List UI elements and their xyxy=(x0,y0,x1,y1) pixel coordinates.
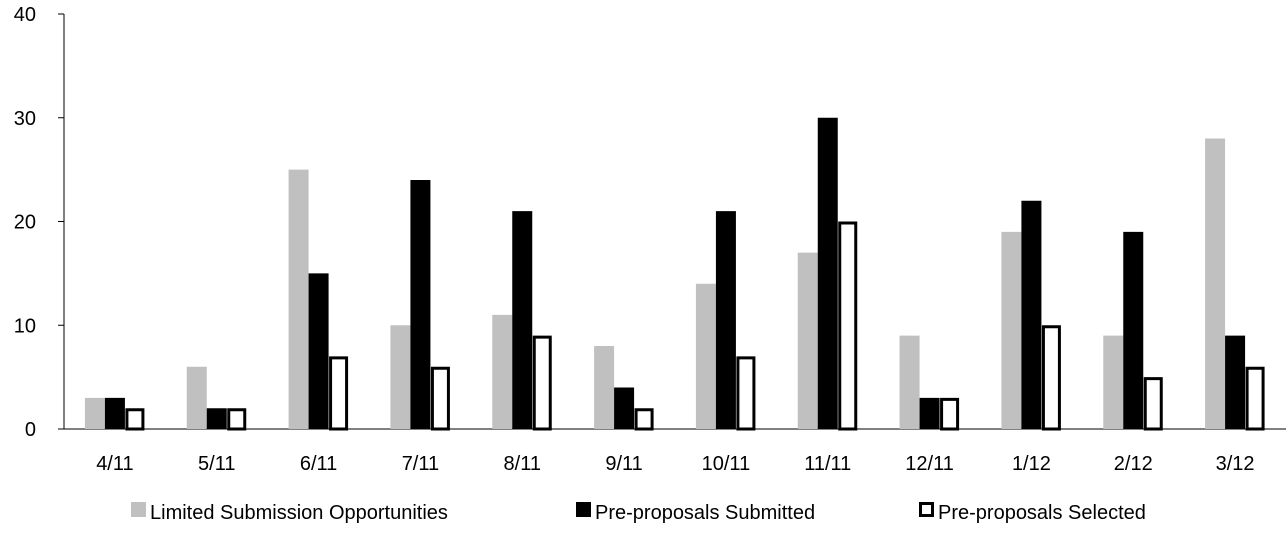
bar-pre-proposals-submitted-6-11 xyxy=(308,273,329,429)
bar-limited-submission-opportunities-12-11 xyxy=(899,335,920,429)
bar-pre-proposals-selected-6-11 xyxy=(329,356,349,431)
bar-pre-proposals-submitted-7-11 xyxy=(410,180,431,429)
x-tick-label: 2/12 xyxy=(1114,453,1153,475)
bar-limited-submission-opportunities-2-12 xyxy=(1103,335,1124,429)
bar-pre-proposals-selected-11-11 xyxy=(838,221,858,431)
x-tick-label: 3/12 xyxy=(1216,453,1255,475)
y-tick-label: 30 xyxy=(14,108,36,130)
bar-pre-proposals-selected-2-12 xyxy=(1143,377,1163,431)
bar-pre-proposals-submitted-4-11 xyxy=(104,397,125,429)
y-tick-label: 10 xyxy=(14,315,36,337)
bar-pre-proposals-selected-4-11 xyxy=(125,408,145,431)
y-tick-label: 40 xyxy=(14,4,36,26)
bars xyxy=(84,117,1265,431)
bar-limited-submission-opportunities-11-11 xyxy=(797,252,818,429)
x-tick-label: 4/11 xyxy=(96,453,133,475)
x-tick-label: 9/11 xyxy=(605,453,642,475)
legend-label-pre-proposals-selected: Pre-proposals Selected xyxy=(938,502,1146,524)
bar-pre-proposals-selected-7-11 xyxy=(430,366,450,431)
bar-pre-proposals-submitted-3-12 xyxy=(1225,335,1246,429)
tick-labels: 0 10 20 30 40 4/11 5/11 6/11 7/11 8/11 9/11 10/11 11… xyxy=(14,4,1255,475)
x-tick-label: 6/11 xyxy=(300,453,337,475)
bar-limited-submission-opportunities-9-11 xyxy=(594,346,615,429)
bar-pre-proposals-selected-5-11 xyxy=(227,408,247,431)
bar-limited-submission-opportunities-7-11 xyxy=(390,325,411,429)
bar-limited-submission-opportunities-10-11 xyxy=(695,283,716,429)
bar-limited-submission-opportunities-3-12 xyxy=(1205,138,1226,429)
bar-pre-proposals-submitted-12-11 xyxy=(919,397,940,429)
bar-pre-proposals-selected-8-11 xyxy=(532,335,552,431)
bar-limited-submission-opportunities-1-12 xyxy=(1001,231,1022,429)
x-tick-label: 5/11 xyxy=(198,453,235,475)
x-tick-label: 10/11 xyxy=(702,453,751,475)
bar-pre-proposals-selected-10-11 xyxy=(736,356,756,431)
legend-swatch-limited-submission-opportunities xyxy=(131,502,146,517)
bar-pre-proposals-submitted-8-11 xyxy=(512,211,533,429)
legend-swatch-pre-proposals-selected xyxy=(919,502,934,517)
bar-pre-proposals-selected-9-11 xyxy=(634,408,654,431)
x-tick-label: 12/11 xyxy=(905,453,954,475)
bar-pre-proposals-submitted-2-12 xyxy=(1123,231,1144,429)
bar-limited-submission-opportunities-4-11 xyxy=(84,397,105,429)
legend: Limited Submission Opportunities Pre-prop… xyxy=(131,502,1146,524)
bar-pre-proposals-submitted-5-11 xyxy=(206,408,227,429)
x-tick-label: 7/11 xyxy=(402,453,439,475)
bar-limited-submission-opportunities-5-11 xyxy=(186,366,207,429)
x-tick-label: 11/11 xyxy=(804,453,851,475)
bar-pre-proposals-submitted-10-11 xyxy=(715,211,736,429)
bar-pre-proposals-selected-1-12 xyxy=(1041,325,1061,431)
bar-pre-proposals-submitted-11-11 xyxy=(817,117,838,429)
legend-swatch-pre-proposals-submitted xyxy=(576,502,591,517)
bar-pre-proposals-selected-3-12 xyxy=(1245,366,1265,431)
legend-label-limited-submission-opportunities: Limited Submission Opportunities xyxy=(150,502,448,524)
bar-limited-submission-opportunities-6-11 xyxy=(288,169,309,429)
y-tick-label: 0 xyxy=(25,419,36,441)
y-tick-label: 20 xyxy=(14,212,36,234)
x-tick-label: 8/11 xyxy=(504,453,541,475)
x-tick-label: 1/12 xyxy=(1012,453,1051,475)
axes xyxy=(58,13,1286,430)
bar-pre-proposals-submitted-9-11 xyxy=(614,387,635,429)
bar-pre-proposals-selected-12-11 xyxy=(940,397,960,431)
bar-pre-proposals-submitted-1-12 xyxy=(1021,200,1042,429)
legend-label-pre-proposals-submitted: Pre-proposals Submitted xyxy=(595,502,815,524)
bar-limited-submission-opportunities-8-11 xyxy=(492,314,513,429)
